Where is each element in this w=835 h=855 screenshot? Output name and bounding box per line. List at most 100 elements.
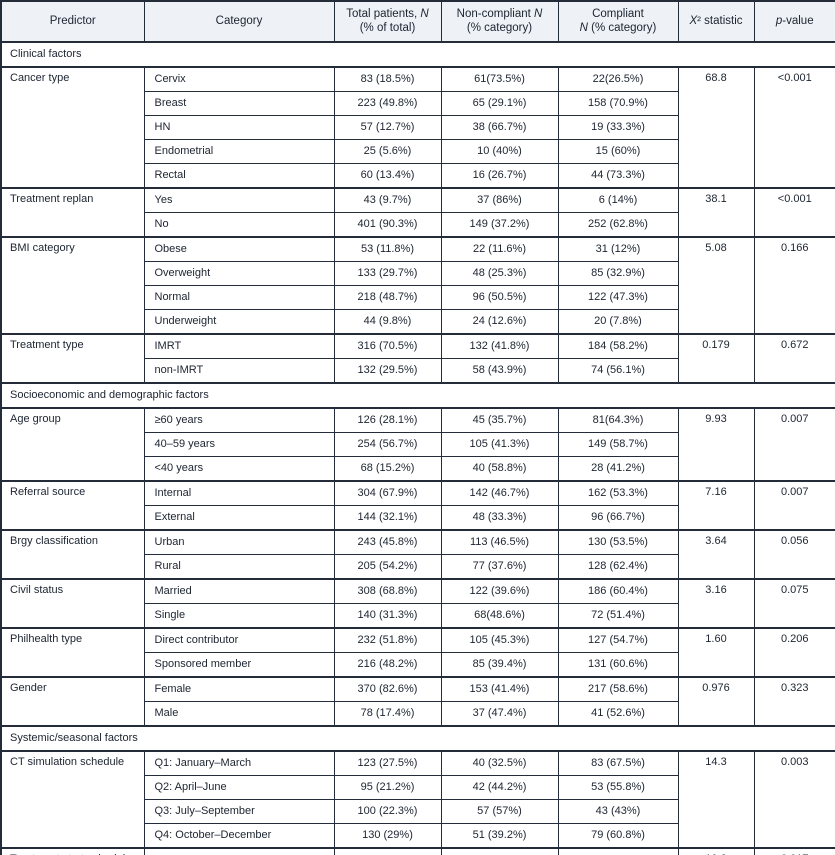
compliant-cell: 252 (62.8%) — [557, 212, 679, 238]
category-cell: Q1: January–March — [143, 750, 335, 776]
table-row: Underweight 44 (9.8%) 24 (12.6%) 20 (7.8%) — [1, 309, 835, 335]
total-patients-cell: 243 (45.8%) — [333, 529, 442, 555]
compliant-cell: 96 (66.7%) — [557, 505, 679, 531]
section-title: Socioeconomic and demographic factors — [0, 382, 835, 409]
table-row: No 401 (90.3%) 149 (37.2%) 252 (62.8%) — [1, 212, 835, 238]
table-row: 40–59 years 254 (56.7%) 105 (41.3%) 149 (58… — [1, 432, 835, 457]
table-row: HN 57 (12.7%) 38 (66.7%) 19 (33.3%) — [1, 115, 835, 140]
compliant-cell: 20 (7.8%) — [557, 309, 679, 335]
chi-square-cell: 38.1 — [677, 187, 755, 238]
p-value-cell: 0.007 — [753, 407, 835, 482]
section-row: Clinical factors — [0, 41, 835, 68]
noncompliant-cell: 37 (47.4%) — [440, 701, 559, 727]
compliant-cell: 28 (41.2%) — [557, 456, 679, 482]
category-cell: Cervix — [143, 66, 335, 92]
category-cell: Breast — [143, 91, 335, 116]
header-row: Predictor Category Total patients, N (% of … — [0, 0, 835, 43]
compliant-cell: 72 (51.4%) — [557, 603, 679, 629]
compliant-cell: 184 (58.2%) — [557, 333, 679, 359]
table-row: non-IMRT 132 (29.5%) 58 (43.9%) 74 (56.1%) — [1, 358, 835, 384]
compliant-cell: 149 (58.7%) — [557, 432, 679, 457]
noncompliant-cell: 65 (29.1%) — [440, 91, 559, 116]
category-cell: Q3: July–September — [143, 799, 335, 824]
noncompliant-cell: 77 (37.6%) — [440, 554, 559, 580]
total-patients-cell: 60 (13.4%) — [333, 163, 442, 189]
category-cell: External — [143, 505, 335, 531]
p-value-cell: 0.206 — [753, 627, 835, 678]
compliant-cell: 74 (56.1%) — [557, 358, 679, 384]
noncompliant-cell: 122 (39.6%) — [440, 578, 559, 604]
predictor-cell: Treatment start schedule — [0, 847, 145, 855]
compliant-cell: 31 (12%) — [557, 236, 679, 262]
category-cell: Rectal — [143, 163, 335, 189]
category-cell: Urban — [143, 529, 335, 555]
table-row: Treatment type IMRT 316 (70.5%) 132 (41.8%)… — [0, 333, 835, 384]
predictor-cell: Treatment replan — [0, 187, 145, 238]
noncompliant-cell: 16 (26.7%) — [440, 163, 559, 189]
predictor-cell: Treatment type — [0, 333, 145, 384]
predictor-cell: Gender — [0, 676, 145, 727]
table-row: Male 78 (17.4%) 37 (47.4%) 41 (52.6%) — [1, 701, 835, 727]
predictor-cell: Philhealth type — [0, 627, 145, 678]
p-value-cell: 0.672 — [753, 333, 835, 384]
compliant-cell: 85 (32.9%) — [557, 261, 679, 286]
category-cell: <40 years — [143, 456, 335, 482]
total-patients-cell: 95 (21.2%) — [333, 775, 442, 800]
compliant-cell: 15 (60%) — [557, 139, 679, 164]
total-patients-cell: 304 (67.9%) — [333, 480, 442, 506]
p-value-cell: <0.001 — [753, 66, 835, 189]
compliant-cell: 186 (60.4%) — [557, 578, 679, 604]
table-row: Referral source Internal 304 (67.9%) 142 (4… — [0, 480, 835, 531]
compliant-cell: 158 (70.9%) — [557, 91, 679, 116]
compliant-cell: 79 (60.8%) — [557, 823, 679, 849]
predictor-cell: CT simulation schedule — [0, 750, 145, 849]
category-cell: Sponsored member — [143, 652, 335, 678]
noncompliant-cell: 113 (46.5%) — [440, 529, 559, 555]
table-row: Age group ≥60 years 126 (28.1%) 45 (35.7%) 8… — [0, 407, 835, 482]
table-body: Clinical factors Cancer type Cervix 83 (18.… — [0, 41, 835, 855]
total-patients-cell: 216 (48.2%) — [333, 652, 442, 678]
table-row: External 144 (32.1%) 48 (33.3%) 96 (66.7%) — [1, 505, 835, 531]
p-value-cell: 0.323 — [753, 676, 835, 727]
total-patients-cell: 83 (18.5%) — [333, 66, 442, 92]
category-cell: Normal — [143, 285, 335, 310]
noncompliant-cell: 48 (25.3%) — [440, 261, 559, 286]
chi-square-cell: 5.08 — [677, 236, 755, 335]
category-cell: ≥60 years — [143, 407, 335, 433]
noncompliant-cell: 105 (45.3%) — [440, 627, 559, 653]
section-title: Systemic/seasonal factors — [0, 725, 835, 752]
total-patients-cell: 223 (49.8%) — [333, 91, 442, 116]
chi-square-cell: 1.60 — [677, 627, 755, 678]
chi-square-cell: 9.93 — [677, 407, 755, 482]
noncompliant-cell: 153 (41.4%) — [440, 676, 559, 702]
noncompliant-cell: 40 (58.8%) — [440, 456, 559, 482]
table-row: Treatment replan Yes 43 (9.7%) 37 (86%) 6 (1… — [0, 187, 835, 238]
compliant-cell: 122 (47.3%) — [557, 285, 679, 310]
chi-square-cell: 10.2 — [677, 847, 755, 855]
table-row: Cancer type Cervix 83 (18.5%) 61(73.5%) 22(2… — [0, 66, 835, 189]
total-patients-cell: 144 (32.1%) — [333, 505, 442, 531]
table-row: Q3: July–September 100 (22.3%) 57 (57%) 43 … — [1, 799, 835, 824]
noncompliant-cell: 68(48.6%) — [440, 603, 559, 629]
category-cell: 40–59 years — [143, 432, 335, 457]
total-patients-cell: 57 (12.7%) — [333, 115, 442, 140]
table-row: Brgy classification Urban 243 (45.8%) 113 (… — [0, 529, 835, 580]
table-row: <40 years 68 (15.2%) 40 (58.8%) 28 (41.2%) — [1, 456, 835, 482]
total-patients-cell: 25 (5.6%) — [333, 139, 442, 164]
compliant-cell: 130 (53.5%) — [557, 529, 679, 555]
column-header-predictor: Predictor — [0, 0, 145, 43]
table-row: Breast 223 (49.8%) 65 (29.1%) 158 (70.9%) — [1, 91, 835, 116]
category-cell: Male — [143, 701, 335, 727]
noncompliant-cell: 96 (50.5%) — [440, 285, 559, 310]
compliant-cell: 22(26.5%) — [557, 66, 679, 92]
category-cell: Female — [143, 676, 335, 702]
total-patients-cell: 126 (28.1%) — [333, 407, 442, 433]
table-row: Philhealth type Direct contributor 232 (51… — [0, 627, 835, 678]
noncompliant-cell: 38 (66.7%) — [440, 115, 559, 140]
total-patients-cell: 140 (31.3%) — [333, 603, 442, 629]
noncompliant-cell: 22 (11.6%) — [440, 236, 559, 262]
column-header-p: p-value — [753, 0, 835, 43]
category-cell: Q2: April–June — [143, 775, 335, 800]
table-row: Endometrial 25 (5.6%) 10 (40%) 15 (60%) — [1, 139, 835, 164]
category-cell: Underweight — [143, 309, 335, 335]
